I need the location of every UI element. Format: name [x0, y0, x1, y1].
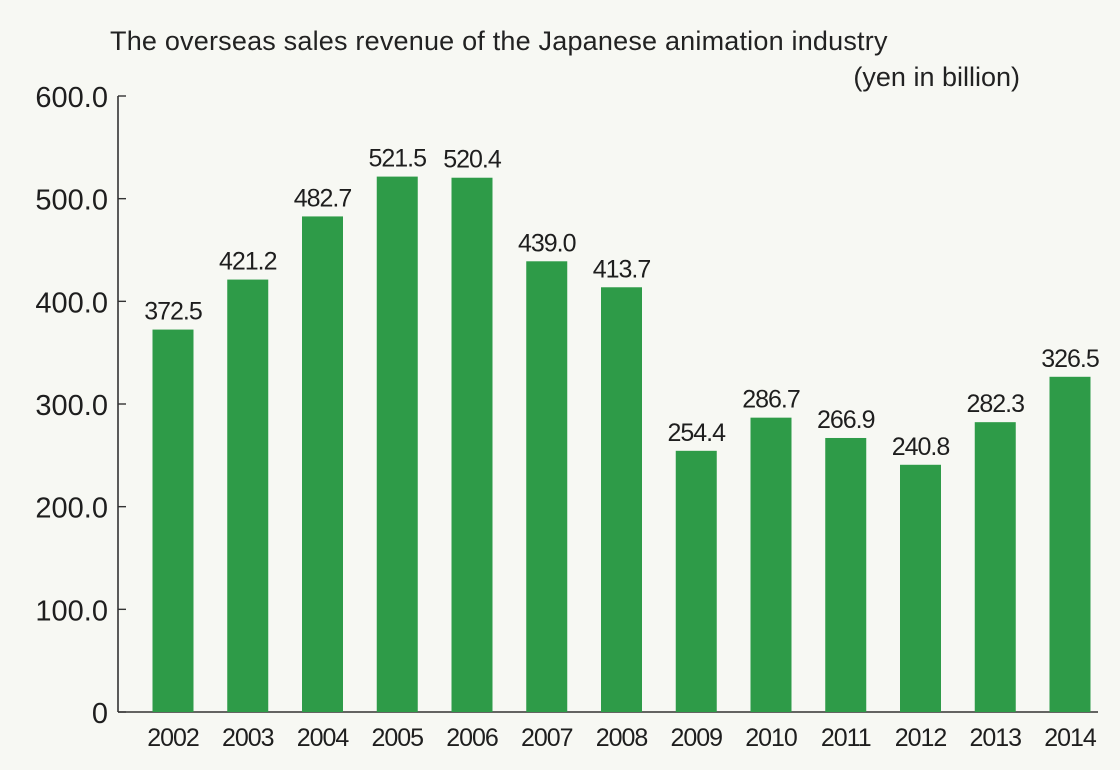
bar — [152, 329, 194, 712]
x-tick-label: 2004 — [297, 724, 350, 752]
value-label: 482.7 — [294, 184, 352, 212]
value-label: 266.9 — [817, 406, 875, 434]
y-tick-label: 600.0 — [35, 82, 108, 114]
value-label: 326.5 — [1041, 345, 1099, 373]
value-label: 413.7 — [593, 255, 651, 283]
bar — [1049, 376, 1091, 712]
y-tick-label: 0 — [92, 698, 108, 730]
x-tick-label: 2010 — [745, 724, 797, 752]
x-tick-label: 2011 — [821, 724, 871, 752]
bar — [601, 287, 642, 712]
bar — [451, 177, 493, 713]
value-label: 254.4 — [667, 419, 726, 447]
y-tick-label: 200.0 — [35, 493, 108, 525]
chart-title: The overseas sales revenue of the Japane… — [110, 26, 888, 56]
value-label: 372.5 — [144, 298, 202, 326]
unit-label: (yen in billion) — [853, 62, 1020, 92]
x-tick-label: 2014 — [1044, 724, 1097, 752]
y-tick-label: 300.0 — [35, 390, 108, 422]
x-tick-label: 2012 — [895, 724, 947, 752]
bar — [825, 437, 867, 712]
value-label: 240.8 — [892, 433, 950, 461]
x-tick-label: 2009 — [670, 724, 722, 752]
x-tick-label: 2006 — [446, 724, 498, 752]
bar — [376, 176, 418, 713]
value-label: 520.4 — [443, 146, 502, 174]
bar — [526, 261, 568, 712]
x-tick-label: 2003 — [222, 724, 274, 752]
value-label: 286.7 — [742, 386, 800, 414]
x-tick-label: 2007 — [521, 724, 573, 752]
x-tick-label: 2008 — [596, 724, 648, 752]
value-label: 521.5 — [368, 145, 426, 173]
bar — [675, 450, 717, 712]
value-label: 282.3 — [966, 390, 1024, 418]
value-label: 439.0 — [518, 229, 576, 257]
bar — [974, 422, 1016, 712]
bar — [302, 216, 343, 713]
x-tick-label: 2005 — [371, 724, 423, 752]
y-tick-label: 100.0 — [35, 595, 108, 627]
y-tick-label: 400.0 — [35, 287, 108, 319]
value-label: 421.2 — [219, 248, 277, 276]
bar — [750, 417, 792, 712]
bar — [227, 279, 269, 712]
bar — [900, 464, 941, 712]
x-tick-label: 2013 — [969, 724, 1021, 752]
x-tick-label: 2002 — [147, 724, 199, 752]
y-tick-label: 500.0 — [35, 185, 108, 217]
